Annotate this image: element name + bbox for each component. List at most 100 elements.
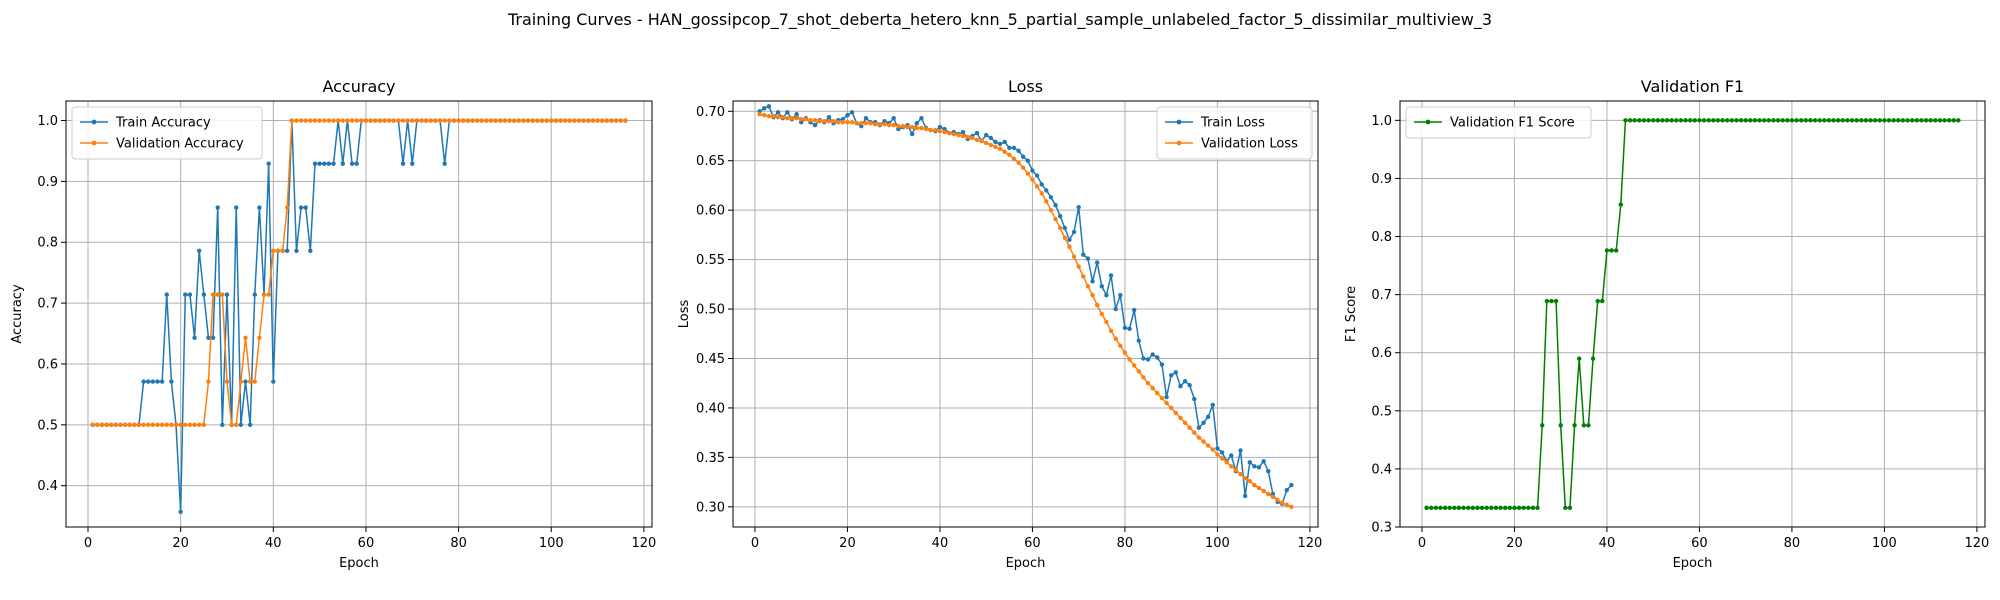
plot-frame xyxy=(1399,100,1986,528)
x-tick-label: 20 xyxy=(1506,536,1523,551)
data-point xyxy=(1256,465,1262,470)
data-point xyxy=(257,205,262,210)
data-point xyxy=(1173,410,1179,416)
y-tick-label: 0.55 xyxy=(696,253,725,268)
data-point xyxy=(303,205,308,210)
data-point xyxy=(1951,118,1956,123)
data-point xyxy=(1826,118,1832,123)
data-point xyxy=(331,118,336,123)
data-point xyxy=(104,422,109,428)
data-point xyxy=(808,117,813,123)
data-point xyxy=(1655,118,1661,123)
y-tick-label: 0.7 xyxy=(37,297,58,312)
data-point xyxy=(1067,237,1072,243)
data-point xyxy=(234,205,239,210)
data-point xyxy=(1182,420,1188,425)
y-tick-label: 0.9 xyxy=(37,175,58,190)
data-point xyxy=(1178,383,1183,389)
data-point xyxy=(1512,505,1517,511)
data-point xyxy=(1475,505,1480,511)
data-point xyxy=(192,422,197,428)
data-point xyxy=(1609,248,1614,253)
data-point xyxy=(937,124,943,130)
data-point xyxy=(1192,430,1197,435)
data-point xyxy=(1210,402,1215,408)
data-point xyxy=(1586,423,1591,428)
data-point xyxy=(1872,118,1878,123)
data-point xyxy=(1113,336,1118,341)
data-point xyxy=(1540,423,1545,428)
data-point xyxy=(308,118,313,123)
data-point xyxy=(576,118,582,123)
data-point xyxy=(183,292,188,297)
data-point xyxy=(215,205,220,210)
y-tick-label: 0.50 xyxy=(696,303,725,318)
data-point xyxy=(1118,293,1123,298)
x-tick-label: 40 xyxy=(265,536,282,551)
data-point xyxy=(1252,482,1257,488)
data-point xyxy=(1928,118,1933,123)
y-tick-label: 0.5 xyxy=(1371,404,1392,419)
panel-title: Accuracy xyxy=(322,77,395,96)
data-point xyxy=(1637,118,1642,123)
x-tick-label: 60 xyxy=(358,536,375,551)
data-point xyxy=(247,379,253,384)
data-point xyxy=(479,118,484,123)
data-point xyxy=(1785,118,1790,123)
data-point xyxy=(210,335,216,340)
data-point xyxy=(1738,118,1744,123)
data-point xyxy=(1526,505,1531,511)
data-point xyxy=(1057,225,1063,231)
data-point xyxy=(1882,118,1887,123)
data-point xyxy=(1150,352,1155,357)
data-point xyxy=(196,422,202,428)
data-point xyxy=(1025,158,1031,163)
data-point xyxy=(1743,118,1748,123)
data-point xyxy=(1044,188,1049,193)
data-point xyxy=(1289,504,1294,510)
data-point xyxy=(1164,394,1169,400)
data-point xyxy=(1734,118,1739,123)
data-point xyxy=(1900,118,1906,123)
data-point xyxy=(771,114,776,119)
data-point xyxy=(173,422,179,428)
data-point xyxy=(1775,118,1781,123)
data-point xyxy=(391,118,396,123)
data-point xyxy=(960,133,966,139)
y-tick-label: 0.4 xyxy=(1371,462,1392,477)
data-point xyxy=(1229,453,1234,458)
data-point xyxy=(1715,118,1721,123)
data-point xyxy=(1094,302,1100,308)
data-point xyxy=(983,140,989,146)
data-point xyxy=(1210,447,1215,452)
data-point xyxy=(516,118,522,123)
data-point xyxy=(553,118,559,123)
data-point xyxy=(919,116,924,121)
y-axis-label: Loss xyxy=(677,300,692,329)
data-point xyxy=(1090,293,1095,298)
data-point xyxy=(965,134,970,140)
data-point xyxy=(1618,202,1624,207)
x-tick-label: 0 xyxy=(1418,536,1426,551)
data-point xyxy=(1854,118,1859,123)
data-point xyxy=(266,161,271,166)
data-point xyxy=(1136,369,1142,374)
data-point xyxy=(1766,118,1772,123)
accuracy-panel: 0 20 40 60 80 100 120 0.4 0.5 0.6 0.7 0.8 0.9 1.0 Accu… xyxy=(10,77,656,571)
data-point xyxy=(1729,118,1735,123)
data-point xyxy=(1919,118,1924,123)
data-point xyxy=(373,118,378,123)
data-point xyxy=(1817,118,1822,123)
data-point xyxy=(521,118,526,123)
data-point xyxy=(312,118,318,123)
data-point xyxy=(470,118,475,123)
data-point xyxy=(150,379,156,384)
data-point xyxy=(132,422,137,428)
data-point xyxy=(1553,298,1559,304)
data-point xyxy=(1108,273,1114,278)
data-point xyxy=(877,121,883,127)
data-point xyxy=(1196,425,1202,430)
data-point xyxy=(1956,118,1961,123)
data-point xyxy=(974,130,980,136)
x-tick-label: 20 xyxy=(172,536,189,551)
